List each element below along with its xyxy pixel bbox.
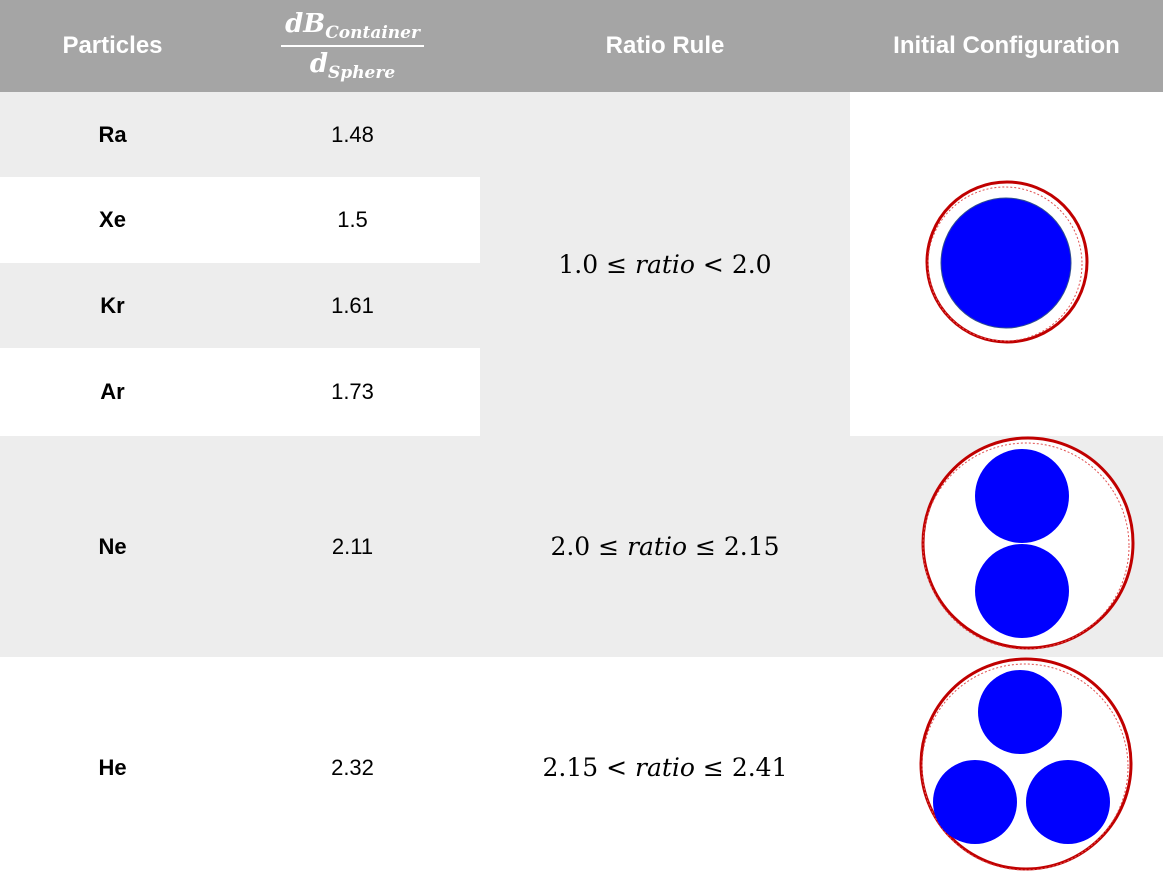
config-cell <box>850 657 1163 878</box>
row: Kr 1.61 <box>0 262 1163 349</box>
rule-upper: 2.41 <box>731 753 788 782</box>
rule-upper: 2.0 <box>731 249 772 279</box>
ratio-cell: 2.32 <box>225 657 480 878</box>
rule-var: ratio <box>635 753 695 782</box>
denominator: dSphere <box>310 47 395 83</box>
row: Ne 2.11 2.0 ≤ ratio ≤ 2.15 <box>0 436 1163 657</box>
particle-cell: Ne <box>0 436 225 657</box>
rule-lower: 2.15 <box>542 753 599 782</box>
row: He 2.32 2.15 < ratio ≤ 2.41 <box>0 657 1163 878</box>
header-row: Particles dBContainer dSphere Ratio Rule… <box>0 0 1163 92</box>
rule-lower: 1.0 <box>558 249 599 279</box>
rule-lower: 2.0 <box>550 532 591 561</box>
row: Xe 1.5 <box>0 177 1163 263</box>
rule-upper: 2.15 <box>723 532 780 561</box>
ratio-cell: 2.11 <box>225 436 480 657</box>
ratio-cell: 1.48 <box>225 92 480 178</box>
config-icon <box>925 180 1089 344</box>
ratio-cell: 1.5 <box>225 177 480 263</box>
config-cell <box>850 436 1163 657</box>
fraction: dBContainer dSphere <box>281 9 424 83</box>
ratio-cell: 1.73 <box>225 348 480 436</box>
row: Ar 1.73 <box>0 348 1163 436</box>
particle-cell: Ra <box>0 92 225 178</box>
subscript: Sphere <box>328 63 396 84</box>
text: dB <box>285 8 326 39</box>
rule-cell: 1.0 ≤ ratio < 2.0 <box>480 92 850 436</box>
numerator: dBContainer <box>281 9 424 47</box>
particle-cell: Kr <box>0 262 225 349</box>
subscript: Container <box>325 23 420 43</box>
config-icon <box>921 436 1135 650</box>
config-icon <box>919 657 1133 871</box>
text: d <box>309 49 329 79</box>
rule-op: < <box>606 753 628 782</box>
rule-op: ≤ <box>598 532 620 561</box>
header-cell: Ratio Rule <box>480 0 850 92</box>
rule-cell: 2.15 < ratio ≤ 2.41 <box>480 657 850 878</box>
header-cell: Particles <box>0 0 225 92</box>
rule-op: < <box>702 249 724 279</box>
config-cell <box>850 92 1163 436</box>
row: Ra 1.48 1.0 ≤ ratio < 2.0 <box>0 92 1163 436</box>
rule-var: ratio <box>635 249 695 279</box>
rule-op: ≤ <box>694 532 716 561</box>
particle-cell: Xe <box>0 177 225 263</box>
particle-cell: He <box>0 657 225 878</box>
rule-var: ratio <box>627 532 688 561</box>
header-cell: dBContainer dSphere <box>225 0 480 92</box>
header-cell: Initial Configuration <box>850 0 1163 92</box>
particle-cell: Ar <box>0 348 225 436</box>
rule-op: ≤ <box>702 753 724 782</box>
rule-cell: 2.0 ≤ ratio ≤ 2.15 <box>480 436 850 657</box>
ratio-cell: 1.61 <box>225 262 480 349</box>
rule-op: ≤ <box>606 249 628 279</box>
